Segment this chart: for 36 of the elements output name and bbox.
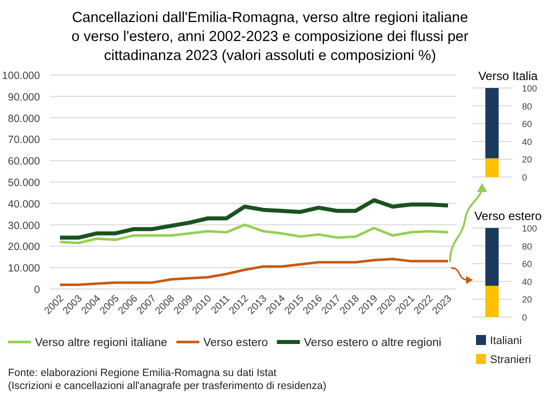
line-series — [58, 224, 450, 244]
y-tick-label: 50.000 — [8, 177, 40, 189]
y-tick-label: 40.000 — [8, 198, 40, 210]
y-tick-label: 100 — [522, 84, 538, 94]
text: (Iscrizioni e cancellazioni all'anagrafe per trasferimento di residenza) — [8, 380, 326, 392]
y-tick-label: 20 — [522, 294, 532, 305]
chart-title: Verso Italia — [478, 69, 538, 83]
y-tick-label: 80 — [522, 241, 532, 252]
chart-title: Verso estero — [474, 209, 542, 223]
y-tick-label: 60 — [522, 259, 532, 270]
y-tick-label: 10.000 — [8, 262, 40, 275]
y-tick-label: 100 — [522, 224, 538, 234]
y-tick-label: 80.000 — [8, 112, 40, 125]
y-tick-label: 40 — [522, 276, 532, 287]
y-tick-label: 90.000 — [8, 91, 40, 104]
legend-label: Verso estero — [203, 337, 268, 349]
legend-label: Verso estero o altre regioni — [304, 337, 442, 349]
y-tick-label: 0 — [522, 312, 528, 322]
y-tick-label: 100.000 — [2, 70, 40, 82]
y-tick-label: 0 — [522, 172, 528, 182]
source-note: Fonte: elaborazioni Regione Emilia-Romagna su dati Istat — [8, 367, 277, 379]
y-tick-label: 60.000 — [8, 156, 40, 168]
y-tick-label: 20.000 — [8, 241, 40, 254]
y-tick-label: 30.000 — [8, 220, 40, 232]
chart-title: Cancellazioni dall'Emilia-Romagna, verso altre regioni italiane o verso l'estero, anni 2002-2023 e composizione dei flussi per cittadinanza 2023 (valori assoluti e composizioni %) — [72, 10, 469, 64]
legend-label: Verso altre regioni italiane — [35, 337, 168, 349]
line-series — [58, 258, 450, 286]
line-series — [58, 198, 450, 240]
y-tick-label: 60 — [522, 119, 532, 130]
y-tick-label: 20 — [522, 154, 532, 165]
y-tick-label: 0 — [34, 284, 40, 296]
y-tick-label: 70.000 — [8, 134, 40, 146]
legend-label: Italiani — [490, 335, 522, 347]
y-tick-label: 80 — [522, 101, 532, 112]
legend-label: Stranieri — [490, 354, 531, 366]
y-tick-label: 40 — [522, 136, 532, 147]
